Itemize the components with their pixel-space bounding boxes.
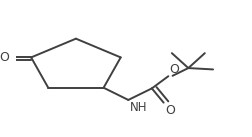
Text: NH: NH — [130, 101, 147, 114]
Text: O: O — [165, 104, 175, 117]
Text: O: O — [0, 51, 10, 64]
Text: O: O — [170, 62, 179, 75]
